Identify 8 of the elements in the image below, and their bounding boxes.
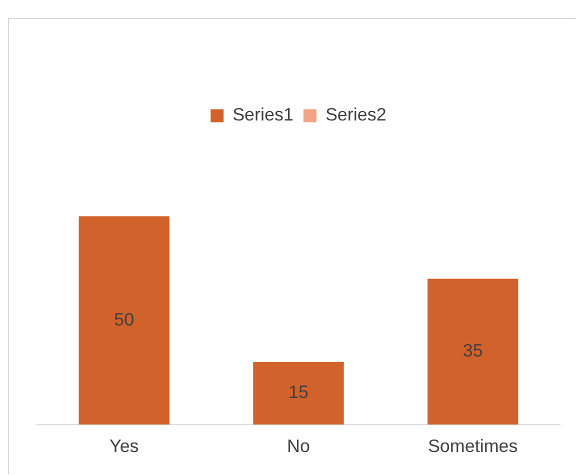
legend-label: Series2 xyxy=(325,104,386,125)
x-tick-label: Yes xyxy=(109,436,139,456)
x-tick-label: No xyxy=(287,436,310,456)
data-label: 50 xyxy=(114,309,134,330)
legend-label: Series1 xyxy=(232,104,294,125)
data-label: 35 xyxy=(462,340,483,361)
x-tick-label: Sometimes xyxy=(428,436,518,456)
data-label: 15 xyxy=(288,382,308,402)
